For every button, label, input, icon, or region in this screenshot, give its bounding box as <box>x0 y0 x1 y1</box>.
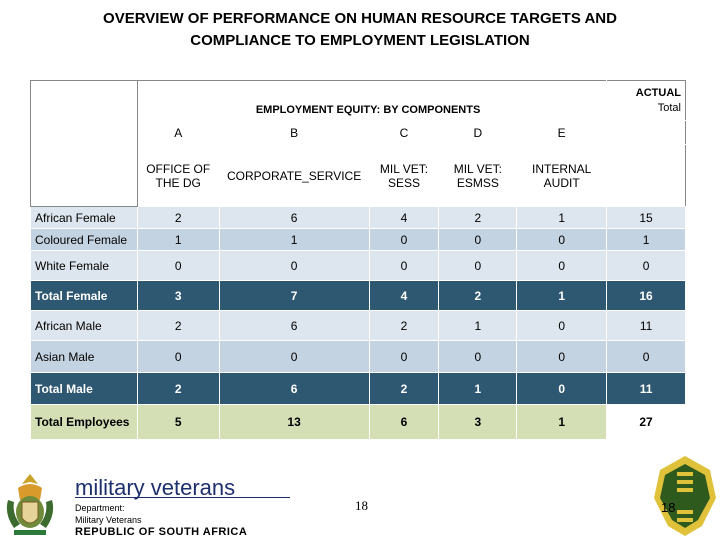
cell: 0 <box>136 250 220 281</box>
cell: 4 <box>368 280 440 311</box>
cell: 0 <box>516 340 608 373</box>
cell: 0 <box>368 228 440 251</box>
cell: 3 <box>136 280 220 311</box>
table-row-total-male: Total Male 2 6 2 1 0 11 <box>30 372 686 405</box>
brand-underline <box>75 497 290 498</box>
row-label: White Female <box>30 250 138 281</box>
cell: 15 <box>606 206 686 229</box>
cell: 11 <box>606 372 686 405</box>
cell: 2 <box>438 280 518 311</box>
cell: 0 <box>516 250 608 281</box>
cell: 3 <box>438 404 518 440</box>
cell: 0 <box>218 250 370 281</box>
cell: 0 <box>368 250 440 281</box>
cell: 6 <box>218 372 370 405</box>
cell: 1 <box>218 228 370 251</box>
cell: 2 <box>136 310 220 341</box>
cell: 2 <box>136 372 220 405</box>
cell: 6 <box>218 206 370 229</box>
col-name-a: OFFICE OF THE DG <box>136 144 220 207</box>
page-title: OVERVIEW OF PERFORMANCE ON HUMAN RESOURC… <box>0 8 720 52</box>
cell: 11 <box>606 310 686 341</box>
cell: 0 <box>516 228 608 251</box>
cell: 13 <box>218 404 370 440</box>
cell: 0 <box>606 250 686 281</box>
total-label: Total <box>657 101 681 114</box>
col-name-total <box>606 144 686 207</box>
cell: 2 <box>438 206 518 229</box>
col-letter-b: B <box>218 120 370 145</box>
row-label: Coloured Female <box>30 228 138 251</box>
cell: 1 <box>516 206 608 229</box>
actual-total-header: ACTUAL Total <box>606 80 686 121</box>
col-name-c: MIL VET: SESS <box>368 144 440 207</box>
cell: 0 <box>438 340 518 373</box>
coat-of-arms-icon <box>6 474 54 535</box>
cell: 0 <box>368 340 440 373</box>
department-line-2: Military Veterans <box>75 515 142 525</box>
row-label: Total Male <box>30 372 138 405</box>
col-letter-d: D <box>438 120 518 145</box>
cell: 16 <box>606 280 686 311</box>
cell: 0 <box>136 340 220 373</box>
title-line-1: OVERVIEW OF PERFORMANCE ON HUMAN RESOURC… <box>103 10 617 27</box>
col-letter-a: A <box>136 120 220 145</box>
cell: 0 <box>438 228 518 251</box>
col-letter-c: C <box>368 120 440 145</box>
department-line-1: Department: <box>75 503 125 513</box>
row-label: African Male <box>30 310 138 341</box>
cell: 2 <box>368 310 440 341</box>
col-name-e: INTERNAL AUDIT <box>516 144 608 207</box>
row-label: Total Employees <box>30 404 138 440</box>
table-row: Coloured Female 1 1 0 0 0 1 <box>30 228 686 251</box>
table-row: White Female 0 0 0 0 0 0 <box>30 250 686 281</box>
badge-page-number: 18 <box>661 500 676 515</box>
cell: 0 <box>516 372 608 405</box>
cell: 6 <box>218 310 370 341</box>
row-label: Asian Male <box>30 340 138 373</box>
cell: 1 <box>136 228 220 251</box>
cell: 0 <box>516 310 608 341</box>
military-veterans-badge-icon <box>654 456 716 536</box>
table-row: African Male 2 6 2 1 0 11 <box>30 310 686 341</box>
cell: 6 <box>368 404 440 440</box>
department-text: Department: Military Veterans <box>75 502 142 526</box>
cell: 0 <box>606 340 686 373</box>
page-number: 18 <box>355 498 368 513</box>
table-row: Asian Male 0 0 0 0 0 0 <box>30 340 686 373</box>
cell: 5 <box>136 404 220 440</box>
actual-label: ACTUAL <box>635 86 681 99</box>
title-line-2: COMPLIANCE TO EMPLOYMENT LEGISLATION <box>190 32 530 49</box>
employment-equity-table: EMPLOYMENT EQUITY: BY COMPONENTS ACTUAL … <box>30 80 686 440</box>
cell: 1 <box>516 280 608 311</box>
row-label: African Female <box>30 206 138 229</box>
row-label: Total Female <box>30 280 138 311</box>
race-gender-header-cell <box>30 80 138 207</box>
cell: 27 <box>606 404 686 440</box>
col-name-d: MIL VET: ESMSS <box>438 144 518 207</box>
cell: 0 <box>438 250 518 281</box>
table-row: African Female 2 6 4 2 1 15 <box>30 206 686 229</box>
col-letter-total <box>606 120 686 145</box>
cell: 1 <box>438 372 518 405</box>
cell: 1 <box>606 228 686 251</box>
table-row-total-female: Total Female 3 7 4 2 1 16 <box>30 280 686 311</box>
section-heading: EMPLOYMENT EQUITY: BY COMPONENTS <box>136 80 608 121</box>
cell: 1 <box>438 310 518 341</box>
cell: 1 <box>516 404 608 440</box>
brand-name: military veterans <box>75 475 236 500</box>
col-letter-e: E <box>516 120 608 145</box>
cell: 2 <box>136 206 220 229</box>
cell: 0 <box>218 340 370 373</box>
col-name-b: CORPORATE_SERVICE <box>218 144 370 207</box>
cell: 2 <box>368 372 440 405</box>
republic-text: REPUBLIC OF SOUTH AFRICA <box>75 526 248 538</box>
table-row-total-employees: Total Employees 5 13 6 3 1 27 <box>30 404 686 440</box>
cell: 4 <box>368 206 440 229</box>
cell: 7 <box>218 280 370 311</box>
